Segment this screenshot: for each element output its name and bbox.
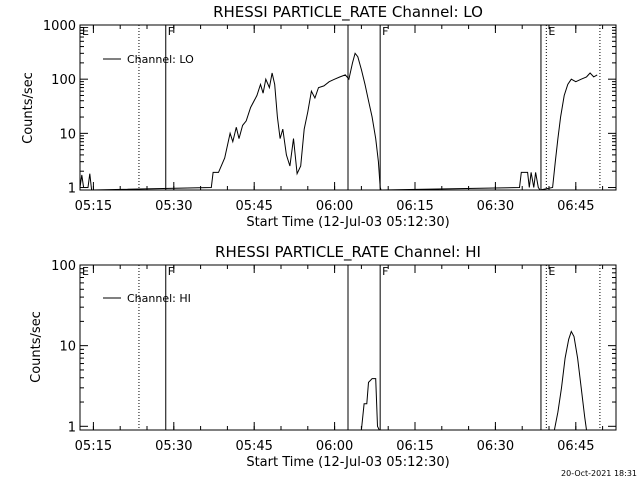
hi-channel-panel: RHESSI PARTICLE_RATE Channel: HI Counts/… — [29, 243, 617, 470]
y-tick-label: 1 — [68, 420, 76, 435]
x-tick-label: 05:15 — [75, 199, 112, 214]
y-tick-label: 100 — [51, 259, 76, 274]
x-tick-label: 06:45 — [557, 439, 594, 454]
event-marker-label: E — [548, 265, 555, 278]
event-marker-label: E — [82, 25, 89, 38]
x-tick-label: 06:30 — [477, 439, 514, 454]
axis-ticks: 05:15 05:30 05:45 06:00 06:15 06:30 06:45 1 10 10… — [51, 259, 616, 454]
axis-ticks: 05:15 05:30 05:45 06:00 06:15 06:30 06:45 1 10 10… — [43, 19, 616, 214]
y-tick-label: 100 — [51, 73, 76, 88]
x-tick-label: 06:30 — [477, 199, 514, 214]
y-tick-label: 10 — [59, 127, 76, 142]
event-marker-label: E — [82, 265, 89, 278]
event-marker-label: F — [168, 25, 174, 38]
series-line — [79, 52, 598, 191]
series-lines — [360, 330, 587, 431]
footer-timestamp: 20-Oct-2021 18:31 — [561, 469, 637, 478]
chart-title: RHESSI PARTICLE_RATE Channel: HI — [215, 243, 481, 262]
x-tick-label: 06:00 — [316, 199, 353, 214]
legend-label: Channel: HI — [127, 292, 191, 305]
x-axis-label: Start Time (12-Jul-03 05:12:30) — [246, 455, 449, 470]
lo-channel-panel: RHESSI PARTICLE_RATE Channel: LO Counts/… — [21, 3, 617, 230]
x-tick-label: 06:15 — [396, 439, 433, 454]
x-tick-label: 06:00 — [316, 439, 353, 454]
x-tick-label: 05:15 — [75, 439, 112, 454]
x-axis-label: Start Time (12-Jul-03 05:12:30) — [246, 215, 449, 230]
series-lines — [79, 52, 598, 191]
y-tick-label: 1 — [68, 182, 76, 197]
y-axis-label: Counts/sec — [21, 72, 36, 144]
event-marker-label: F — [168, 265, 174, 278]
x-tick-label: 06:15 — [396, 199, 433, 214]
chart-title: RHESSI PARTICLE_RATE Channel: LO — [213, 3, 483, 22]
x-tick-label: 05:30 — [155, 199, 192, 214]
x-tick-label: 05:30 — [155, 439, 192, 454]
y-axis-label: Counts/sec — [29, 311, 44, 383]
legend: Channel: LO — [103, 53, 194, 66]
series-line — [360, 330, 587, 431]
legend: Channel: HI — [103, 292, 191, 305]
legend-label: Channel: LO — [127, 53, 194, 66]
x-tick-label: 05:45 — [235, 199, 272, 214]
y-tick-label: 10 — [59, 340, 76, 355]
event-marker-label: F — [382, 265, 388, 278]
event-marker-label: F — [382, 25, 388, 38]
y-tick-label: 1000 — [43, 19, 76, 34]
event-marker-label: E — [548, 25, 555, 38]
x-tick-label: 05:45 — [235, 439, 272, 454]
x-tick-label: 06:45 — [557, 199, 594, 214]
